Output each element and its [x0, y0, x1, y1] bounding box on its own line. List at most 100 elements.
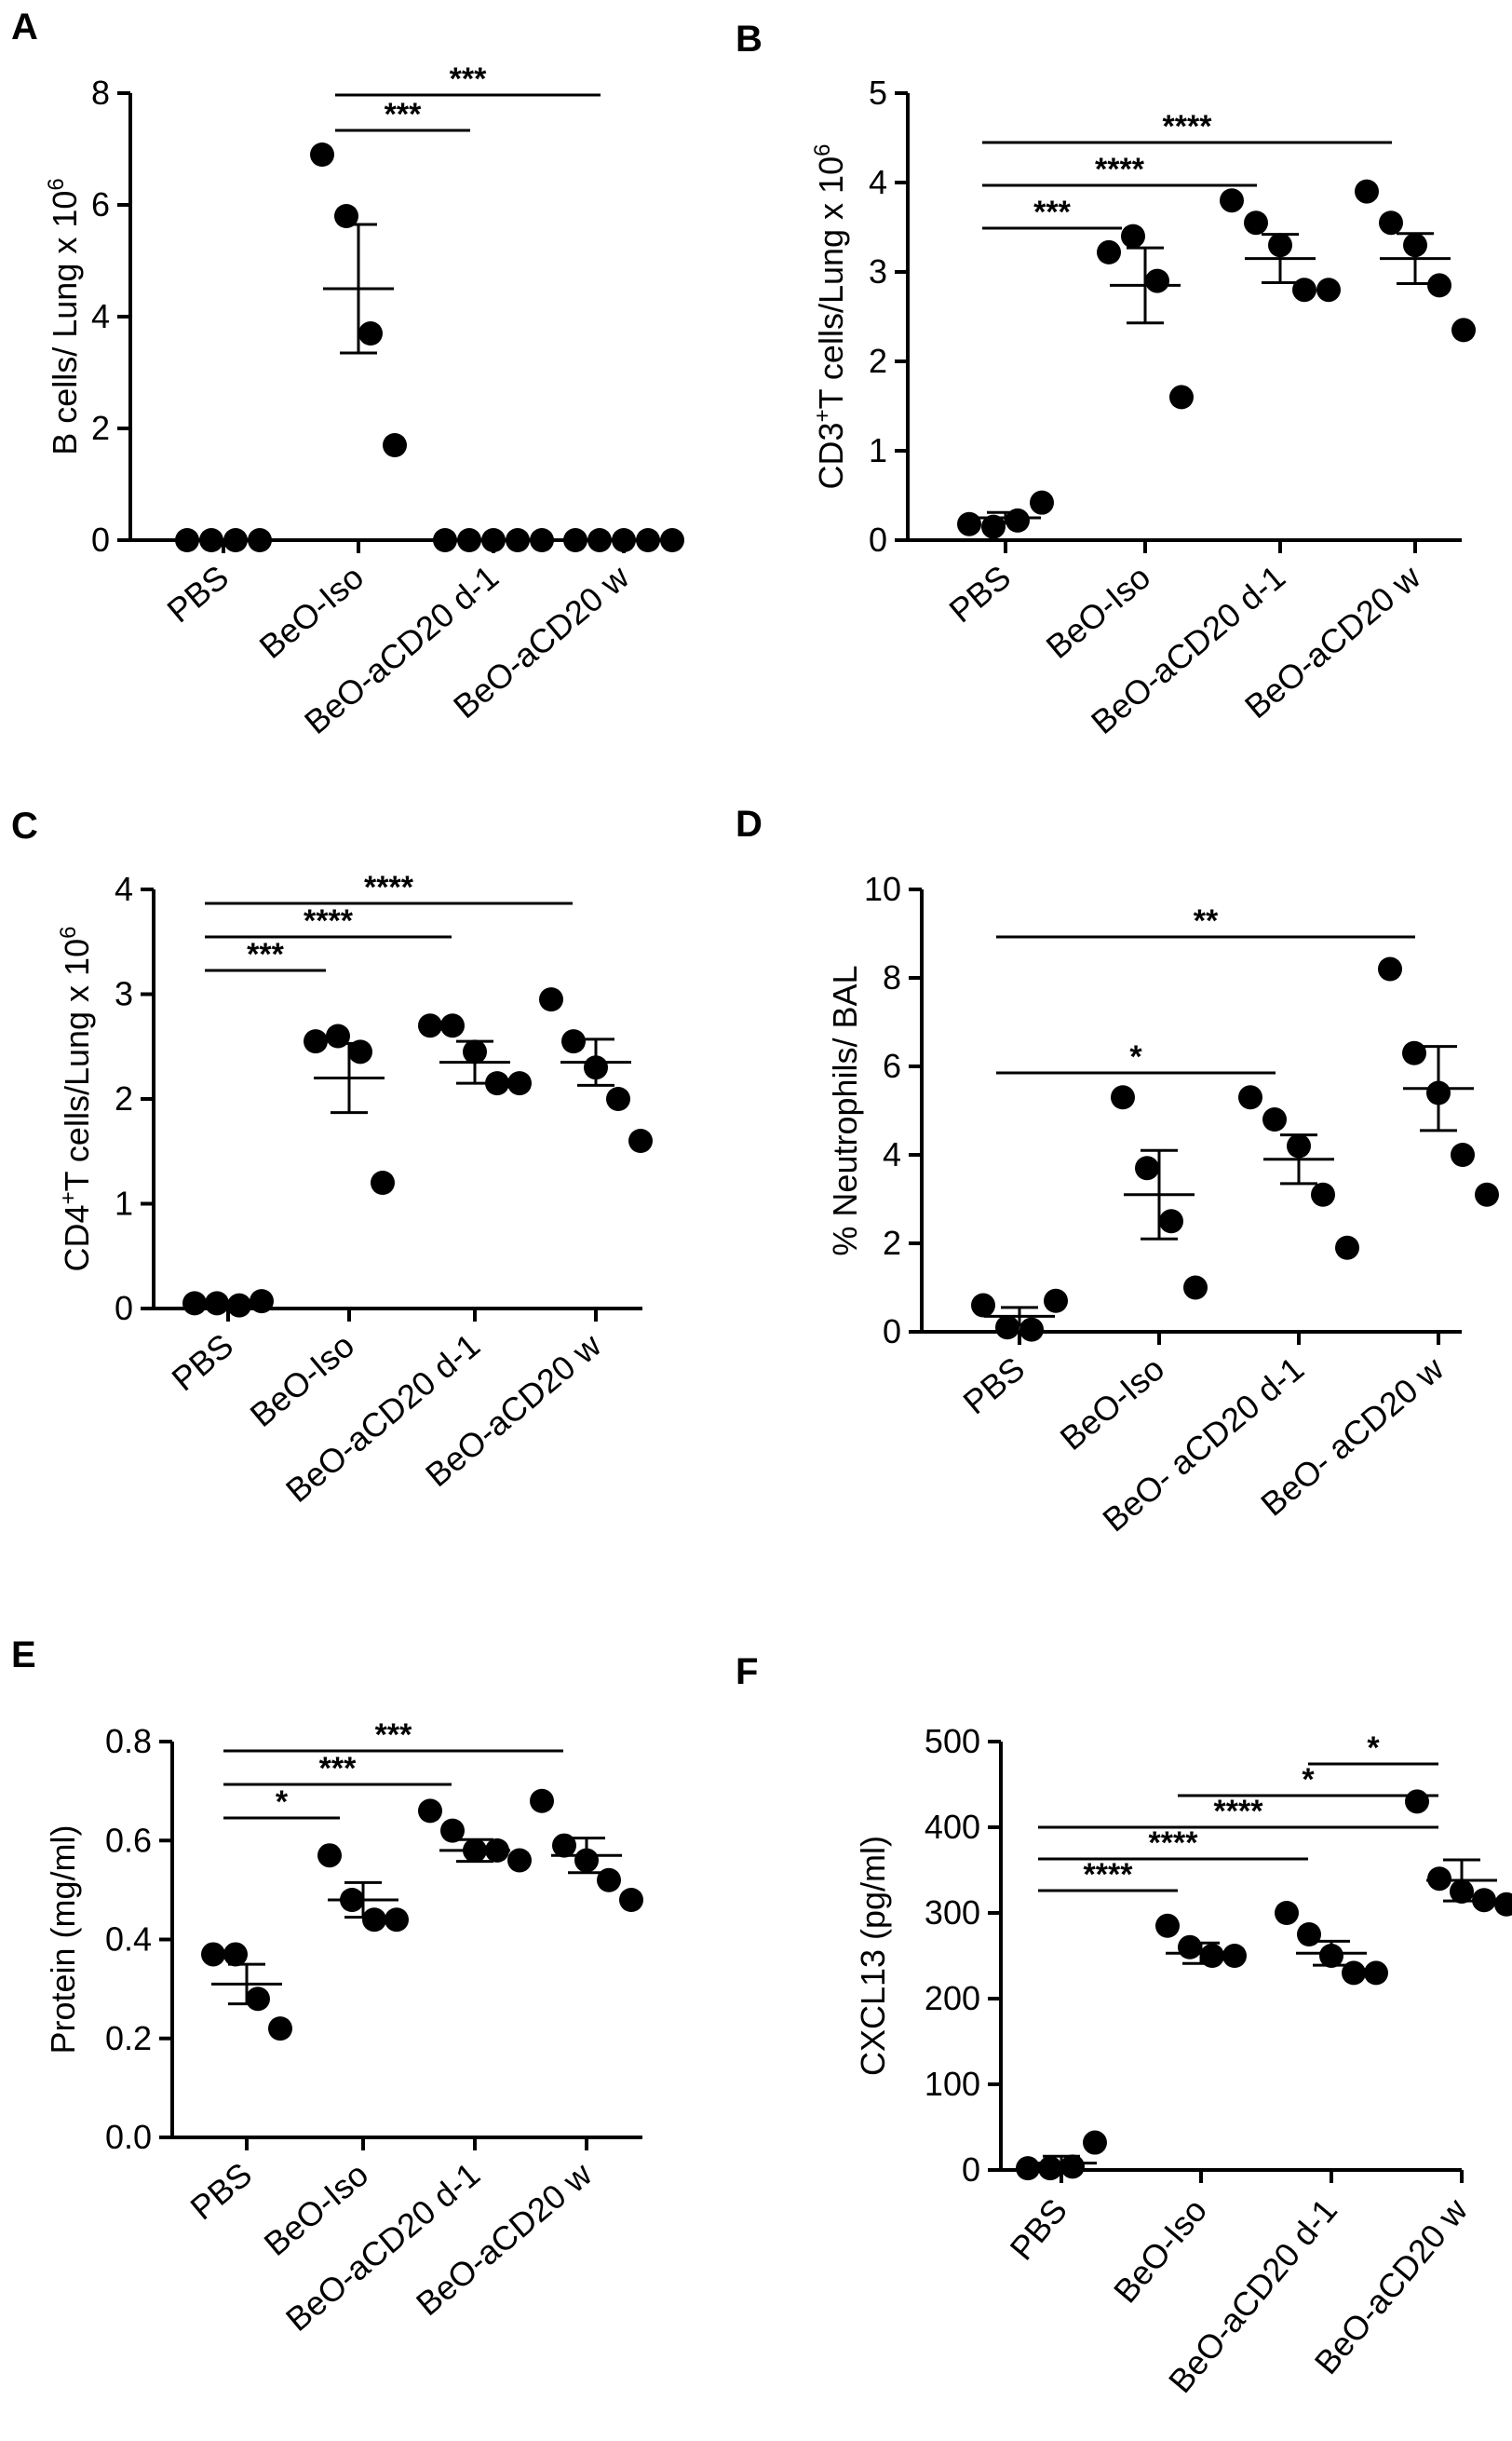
data-point [1159, 1209, 1183, 1234]
data-point [1238, 1085, 1262, 1110]
data-point [1451, 318, 1476, 343]
data-point [1402, 1040, 1426, 1065]
y-tick-label: 2 [91, 409, 110, 447]
data-point [246, 1987, 270, 2012]
data-point [1030, 490, 1054, 515]
data-point [1155, 1913, 1180, 1938]
y-axis-label-main: CD4 [58, 1204, 96, 1271]
y-tick-label: 8 [91, 74, 110, 112]
data-point [1006, 508, 1030, 533]
y-tick-label: 0.0 [105, 2118, 152, 2156]
significance-label: **** [304, 903, 354, 939]
significance-label: **** [1084, 1857, 1134, 1892]
data-point [1342, 1960, 1366, 1986]
data-point [371, 1171, 395, 1195]
data-point [1121, 224, 1145, 249]
category-label: PBS [956, 1349, 1033, 1422]
data-point [1355, 179, 1379, 204]
y-axis-label-rest: T cells/Lung x 10 [812, 156, 850, 410]
data-point [383, 433, 407, 457]
y-axis-label-superscript: + [56, 1191, 81, 1204]
panel-letter: D [736, 804, 763, 845]
significance-label: *** [319, 1751, 357, 1786]
panel-letter: C [11, 806, 38, 847]
data-point [1083, 2130, 1107, 2155]
significance-label: *** [450, 61, 487, 97]
data-point [1178, 1934, 1202, 1960]
y-axis-label-main: B cells/ Lung x 10 [46, 191, 84, 455]
category-label: BeO-aCD20 d-1 [278, 2155, 487, 2339]
category-label: PBS [183, 2155, 260, 2228]
y-axis-label-main: CXCL13 (pg/ml) [854, 1836, 892, 2076]
y-tick-label: 4 [115, 870, 133, 908]
data-point [995, 1315, 1019, 1340]
data-point [1262, 1107, 1287, 1132]
data-point [507, 1848, 532, 1873]
data-point [1378, 956, 1402, 982]
y-tick-label: 0 [91, 521, 110, 559]
data-point [1475, 1182, 1499, 1207]
category-label: BeO-Iso [252, 558, 371, 666]
category-label: PBS [942, 558, 1019, 631]
data-point [1200, 1944, 1224, 1968]
y-axis-label: Protein (mg/ml) [44, 1824, 82, 2054]
panel-letter: E [11, 1634, 36, 1675]
data-point [507, 1071, 532, 1096]
data-point [561, 1029, 586, 1054]
data-point [1060, 2154, 1085, 2179]
significance-label: *** [1033, 195, 1071, 230]
y-axis-label: CXCL13 (pg/ml) [854, 1836, 892, 2076]
significance-label: ** [1194, 903, 1219, 939]
data-point [1044, 1288, 1068, 1313]
y-axis-label-superscript: + [810, 409, 835, 422]
data-point [1427, 273, 1451, 298]
significance-label: * [276, 1784, 289, 1820]
data-point [660, 528, 684, 552]
y-axis-label-main: Protein (mg/ml) [44, 1824, 82, 2054]
data-point [304, 1029, 328, 1054]
y-tick-label: 6 [883, 1047, 901, 1085]
significance-label: * [1129, 1039, 1142, 1075]
data-point [981, 514, 1006, 539]
significance-label: **** [1149, 1825, 1199, 1861]
category-label: BeO-Iso [1106, 2191, 1214, 2311]
data-point [1038, 2156, 1062, 2181]
data-point [971, 1293, 995, 1318]
data-point [362, 1907, 386, 1932]
data-point [1111, 1085, 1135, 1110]
y-axis-label-rest: T cells/Lung x 10 [58, 939, 96, 1192]
y-tick-label: 0.8 [105, 1722, 152, 1760]
y-tick-label: 10 [864, 870, 901, 908]
data-point [530, 528, 554, 552]
data-point [334, 204, 358, 228]
data-point [530, 1788, 554, 1813]
y-axis-label-superscript: 6 [56, 927, 81, 939]
category-label: PBS [1002, 2191, 1074, 2268]
y-tick-label: 500 [925, 1722, 980, 1760]
data-point [310, 142, 334, 167]
data-point [1145, 268, 1169, 293]
y-tick-label: 0.4 [105, 1920, 152, 1959]
data-point [1311, 1182, 1335, 1207]
y-tick-label: 2 [883, 1224, 901, 1262]
data-point [201, 1942, 225, 1967]
data-point [1220, 188, 1244, 213]
y-axis-label: % Neutrophils/ BAL [826, 965, 864, 1255]
y-tick-label: 2 [869, 342, 887, 380]
data-point [1405, 1789, 1429, 1814]
y-tick-label: 0 [869, 521, 887, 559]
data-point [1097, 239, 1121, 264]
significance-label: * [1302, 1762, 1315, 1797]
y-tick-label: 0 [883, 1312, 901, 1350]
y-tick-label: 300 [925, 1893, 980, 1932]
significance-label: *** [385, 97, 422, 132]
data-point [248, 528, 272, 552]
y-tick-label: 1 [869, 431, 887, 469]
y-tick-label: 8 [883, 958, 901, 997]
significance-label: **** [364, 870, 414, 905]
